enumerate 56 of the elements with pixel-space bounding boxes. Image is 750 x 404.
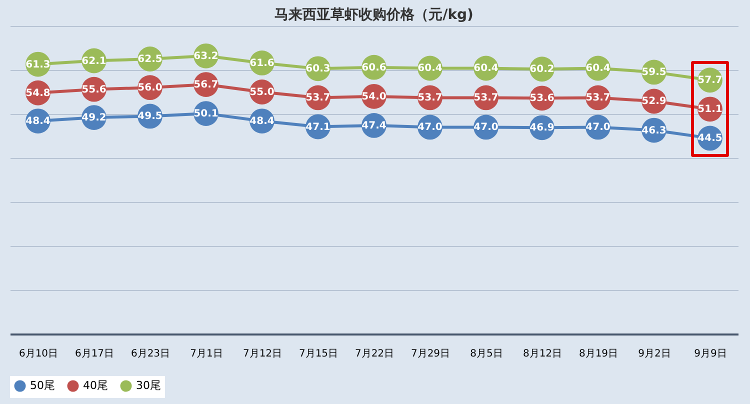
x-tick-label: 7月29日	[410, 348, 450, 360]
data-label: 60.4	[586, 63, 610, 74]
x-tick-label: 7月15日	[298, 348, 338, 360]
data-label: 56.0	[138, 82, 162, 94]
data-label: 57.7	[698, 75, 722, 86]
x-tick-label: 7月22日	[354, 348, 394, 360]
x-tick-label: 9月2日	[638, 348, 671, 360]
data-label: 53.7	[586, 92, 610, 104]
data-label: 52.9	[642, 96, 666, 108]
data-label: 53.7	[418, 92, 442, 104]
data-label: 60.4	[418, 63, 442, 74]
data-label: 44.5	[698, 133, 722, 144]
x-tick-label: 9月9日	[694, 348, 727, 360]
x-tick-label: 8月5日	[470, 348, 503, 360]
data-label: 51.1	[698, 104, 722, 116]
data-label: 61.3	[26, 59, 50, 70]
x-tick-label: 6月23日	[130, 348, 170, 360]
data-label: 62.5	[138, 54, 162, 65]
x-tick-label: 8月19日	[578, 348, 618, 360]
x-tick-label: 8月12日	[522, 348, 562, 360]
data-label: 53.6	[530, 93, 554, 104]
data-label: 47.0	[418, 122, 442, 134]
data-label: 60.4	[474, 63, 498, 74]
data-label: 54.8	[26, 88, 50, 99]
x-tick-label: 7月1日	[190, 348, 223, 360]
data-label: 46.3	[642, 125, 666, 136]
data-label: 53.7	[306, 92, 330, 104]
data-label: 54.0	[362, 91, 386, 102]
data-label: 47.0	[474, 122, 498, 134]
data-label: 59.5	[642, 67, 666, 78]
data-label: 47.4	[362, 120, 386, 132]
data-label: 48.4	[26, 116, 50, 128]
data-label: 60.6	[362, 62, 386, 74]
legend-label: 40尾	[83, 379, 108, 392]
chart-title: 马来西亚草虾收购价格（元/kg)	[274, 7, 474, 23]
data-label: 49.2	[82, 112, 106, 124]
x-tick-label: 6月10日	[18, 348, 58, 360]
data-label: 63.2	[194, 50, 218, 62]
data-label: 47.0	[586, 122, 610, 134]
data-label: 61.6	[250, 58, 274, 69]
data-label: 47.1	[306, 122, 330, 133]
x-tick-label: 7月12日	[242, 348, 282, 360]
data-label: 50.1	[194, 108, 218, 120]
data-label: 53.7	[474, 92, 498, 104]
data-label: 46.9	[530, 122, 554, 134]
data-label: 60.2	[530, 64, 554, 76]
legend-label: 50尾	[30, 379, 55, 392]
legend-label: 30尾	[136, 379, 161, 392]
data-label: 60.3	[306, 64, 330, 75]
data-label: 48.4	[250, 116, 274, 128]
data-label: 62.1	[82, 56, 106, 67]
x-tick-label: 6月17日	[74, 348, 114, 360]
data-label: 55.0	[250, 87, 274, 98]
data-label: 49.5	[138, 111, 162, 122]
data-label: 55.6	[82, 84, 106, 96]
data-label: 56.7	[194, 80, 218, 91]
